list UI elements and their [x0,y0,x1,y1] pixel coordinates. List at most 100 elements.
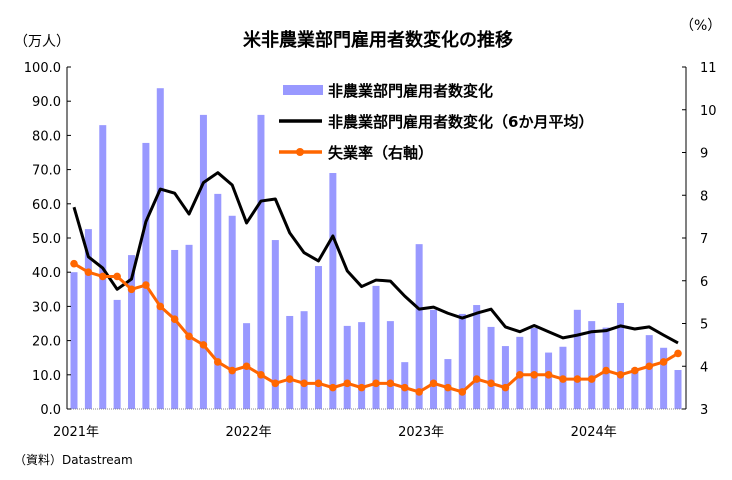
left-tick-label: 40.0 [32,266,61,281]
bar [171,249,179,409]
bar [645,335,653,409]
x-tick-label: 2021年 [53,425,99,440]
unemployment-rate-point [127,285,136,294]
bar [70,272,78,409]
bar [530,327,538,409]
unemployment-rate-point [343,379,352,388]
bar [156,88,164,409]
right-tick-label: 8 [700,189,708,204]
right-tick-label: 9 [700,147,708,162]
x-tick-label: 2023年 [398,425,444,440]
unemployment-rate-point [587,375,596,383]
bar [545,352,553,409]
unemployment-rate-point [415,388,423,396]
source-note: （資料）Datastream [14,453,133,467]
unemployment-rate-point [631,366,639,375]
legend-swatch-bars [283,85,323,95]
bar [300,311,308,409]
unemployment-rate-point [156,302,165,311]
unemployment-rate-point [271,379,280,388]
bar [128,255,136,409]
left-tick-label: 30.0 [32,300,61,315]
left-tick-label: 100.0 [24,61,61,76]
left-tick-label: 90.0 [32,95,61,110]
unemployment-rate-point [602,366,610,375]
bar [674,370,682,409]
bar [386,321,394,409]
bar [286,315,294,409]
x-tick-label: 2024年 [571,425,617,440]
six-month-average-line [72,171,679,345]
unemployment-rate-point [314,379,323,388]
left-tick-label: 0.0 [40,403,61,418]
left-tick-label: 20.0 [32,335,61,350]
unemployment-rate-point [400,383,409,392]
bar [501,346,509,409]
unemployment-rate-point [70,259,78,268]
unemployment-rate-point [429,379,438,388]
right-tick-label: 3 [700,403,708,418]
bar [84,229,92,409]
right-tick-label: 4 [700,360,708,375]
unemployment-rate-point [84,268,93,277]
unemployment-rate-point [444,383,452,392]
left-tick-label: 10.0 [32,369,61,384]
unemployment-rate-point [242,362,251,371]
right-axis-unit: （%） [680,18,721,34]
unemployment-rate-point [98,272,107,281]
unemployment-rate-point [386,379,395,388]
unemployment-rate-point [616,371,625,379]
right-tick-label: 11 [700,61,717,76]
unemployment-rate-point [501,383,510,392]
unemployment-rate-point [257,371,265,379]
unemployment-rate-point [516,371,524,379]
unemployment-rate-point [357,383,366,392]
unemployment-rate-point [645,362,654,371]
bar [415,244,423,409]
bar [588,321,596,409]
left-tick-label: 60.0 [32,198,61,213]
unemployment-rate-point [559,375,567,383]
plot-area: 0.0 10.0 20.0 30.0 40.0 50.0 60.0 70.0 80.0 90.0 1… [24,61,717,440]
unemployment-rate-point [285,375,294,383]
unemployment-rate-point [487,379,495,388]
unemployment-rate-point [544,371,553,379]
bar [185,244,193,409]
right-tick-label: 5 [700,318,708,333]
unemployment-rate-point [530,371,538,379]
bar [314,266,322,409]
unemployment-rate-point [674,349,682,358]
right-tick-label: 10 [700,104,717,119]
left-axis-unit: （万人） [14,34,70,50]
unemployment-rate-point [659,358,668,366]
unemployment-rate-point [228,366,236,375]
legend-label-avg: 非農業部門雇用者数変化（6か月平均） [328,113,593,131]
unemployment-rate-point [170,315,179,324]
bar [113,299,121,409]
left-tick-label: 80.0 [32,129,61,144]
bar [660,347,668,409]
bar [142,142,150,409]
right-tick-label: 7 [700,232,708,247]
unemployment-rate-point [142,281,150,289]
unemployment-rate-point [214,358,222,366]
unemployment-rate-point [372,379,380,388]
unemployment-rate-point [329,383,337,392]
unemployment-rate-point [199,341,208,349]
bar [257,114,265,409]
bar [573,309,581,409]
legend-marker-unemployment [296,148,304,156]
bar [487,326,495,409]
left-tick-label: 50.0 [32,232,61,247]
unemployment-rate-point [472,375,481,383]
bar [228,215,236,409]
bar [343,325,351,409]
bar [458,313,466,409]
bar [616,302,624,409]
bar [329,173,337,409]
bar [358,322,366,409]
left-tick-label: 70.0 [32,164,61,179]
unemployment-rate-point [458,388,467,396]
bar [473,305,481,409]
